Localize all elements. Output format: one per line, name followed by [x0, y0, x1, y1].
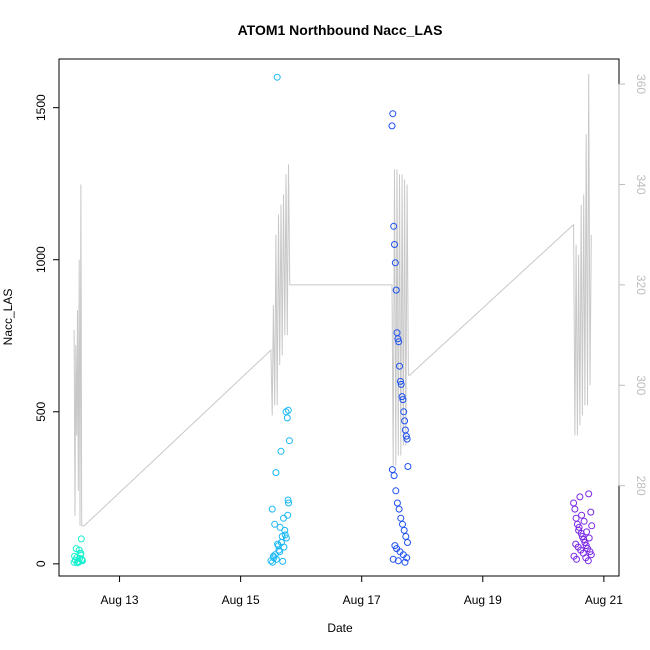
- data-point: [580, 517, 588, 525]
- series-line-0: [73, 74, 592, 527]
- y2-tick-label: 300: [634, 375, 648, 395]
- data-point: [396, 377, 404, 385]
- data-point: [285, 499, 292, 507]
- data-point: [400, 408, 408, 416]
- data-point: [583, 528, 591, 536]
- data-point: [396, 362, 403, 370]
- data-point: [391, 259, 399, 267]
- y-tick-label: 1000: [34, 246, 48, 273]
- data-point: [389, 110, 397, 118]
- x-axis-label: Date: [327, 621, 353, 635]
- y-tick-label: 0: [34, 560, 48, 567]
- data-point: [78, 556, 86, 564]
- x-axis: Aug 13 Aug 15 Aug 17 Aug 19 Aug 21: [101, 575, 623, 607]
- data-point: [581, 539, 589, 546]
- data-point: [75, 558, 83, 566]
- data-point: [404, 539, 411, 546]
- data-point: [397, 514, 405, 522]
- data-point: [391, 241, 398, 248]
- data-point: [585, 534, 593, 542]
- data-point: [578, 511, 586, 519]
- data-point: [394, 557, 402, 565]
- data-point: [72, 545, 80, 553]
- series-points-0: [70, 535, 86, 567]
- series-points-2: [388, 110, 412, 566]
- plot-area: [70, 73, 596, 567]
- data-point: [277, 447, 285, 455]
- y-axis-label: Nacc_LAS: [1, 289, 15, 346]
- y-tick-label: 1500: [34, 94, 48, 121]
- x-tick-label: Aug 19: [464, 593, 502, 607]
- data-point: [587, 508, 595, 516]
- data-point: [269, 558, 277, 566]
- data-point: [401, 417, 409, 425]
- data-point: [77, 549, 85, 557]
- data-point: [403, 554, 411, 562]
- data-point: [588, 522, 596, 530]
- data-point: [274, 540, 282, 548]
- data-point: [587, 551, 595, 559]
- data-point: [282, 534, 290, 542]
- x-tick-label: Aug 13: [101, 593, 139, 607]
- data-point: [388, 122, 396, 130]
- data-point: [392, 286, 400, 294]
- data-point: [399, 396, 407, 404]
- data-point: [395, 338, 403, 346]
- data-point: [390, 222, 398, 230]
- y2-tick-label: 320: [634, 275, 648, 295]
- data-point: [285, 437, 293, 445]
- data-point: [271, 551, 279, 559]
- data-point: [280, 543, 288, 551]
- data-point: [401, 558, 409, 566]
- chart-title: ATOM1 Northbound Nacc_LAS: [238, 22, 443, 38]
- data-point: [281, 526, 289, 534]
- x-tick-label: Aug 21: [585, 593, 623, 607]
- data-point: [575, 523, 583, 531]
- y2-tick-label: 360: [634, 74, 648, 94]
- data-point: [398, 393, 406, 401]
- data-point: [268, 505, 276, 513]
- data-point: [284, 511, 292, 519]
- x-tick-label: Aug 17: [343, 593, 381, 607]
- data-point: [395, 505, 403, 513]
- data-point: [585, 490, 593, 498]
- data-point: [392, 487, 400, 495]
- data-point: [283, 414, 291, 422]
- data-point: [584, 557, 592, 565]
- data-point: [397, 380, 405, 388]
- y2-axis: 280 300 320 340 360: [618, 74, 648, 496]
- data-point: [390, 472, 398, 480]
- data-point: [284, 406, 292, 414]
- x-tick-label: Aug 15: [222, 593, 260, 607]
- data-point: [403, 435, 411, 443]
- series-points-1: [267, 73, 293, 566]
- data-point: [281, 531, 289, 539]
- data-point: [272, 469, 280, 477]
- data-point: [404, 463, 412, 470]
- data-point: [77, 535, 85, 543]
- y2-tick-label: 280: [634, 476, 648, 496]
- data-point: [393, 499, 401, 507]
- data-point: [271, 520, 279, 528]
- data-point: [389, 555, 397, 563]
- data-point: [573, 555, 580, 563]
- y2-tick-label: 340: [634, 174, 648, 194]
- data-point: [279, 557, 287, 565]
- y-axis: 0 500 1000 1500: [34, 94, 60, 567]
- data-point: [276, 523, 284, 531]
- series-points-3: [570, 490, 596, 565]
- data-point: [399, 520, 406, 528]
- data-point: [402, 432, 410, 440]
- data-point: [571, 505, 579, 513]
- data-point: [284, 496, 292, 504]
- data-point: [394, 335, 402, 343]
- data-point: [576, 493, 584, 501]
- y-tick-label: 500: [34, 401, 48, 421]
- data-point: [273, 73, 281, 81]
